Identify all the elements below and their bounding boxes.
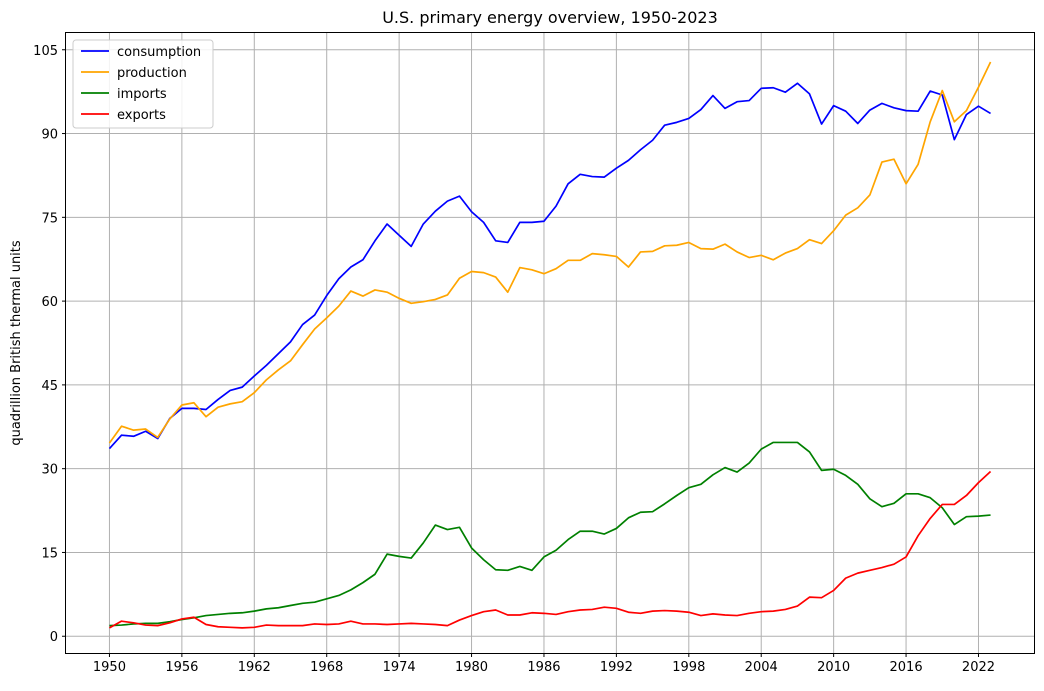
- x-axis: 1950 1956 1962 1968 1974 1980 1986 1992 1998 2004…: [93, 653, 995, 675]
- y-tick-label: 45: [41, 379, 58, 394]
- legend-label-exports: exports: [117, 108, 166, 123]
- x-tick-label: 2016: [890, 660, 923, 675]
- legend: consumption production imports exports: [72, 39, 214, 129]
- legend-box: [72, 39, 214, 129]
- legend-label-production: production: [117, 66, 187, 81]
- x-tick-label: 1968: [310, 660, 343, 675]
- series-lines: [108, 61, 992, 629]
- y-tick-label: 105: [33, 44, 58, 59]
- y-tick-label: 60: [41, 295, 58, 310]
- series-line-production: [108, 61, 992, 444]
- y-tick-label: 15: [41, 546, 58, 561]
- x-tick-label: 2004: [745, 660, 778, 675]
- series-line-consumption: [108, 82, 991, 450]
- x-tick-label: 2022: [962, 660, 995, 675]
- x-tick-label: 1974: [383, 660, 416, 675]
- x-tick-label: 1962: [238, 660, 271, 675]
- plot-frame: [65, 32, 1035, 654]
- chart-title: U.S. primary energy overview, 1950-2023: [382, 8, 718, 27]
- legend-label-consumption: consumption: [117, 45, 201, 60]
- x-tick-label: 1956: [165, 660, 198, 675]
- legend-label-imports: imports: [117, 87, 167, 102]
- y-axis: 0 15 30 45 60 75 90 105: [33, 44, 66, 645]
- x-tick-label: 1986: [527, 660, 560, 675]
- y-tick-label: 75: [41, 211, 58, 226]
- series-line-imports: [109, 441, 991, 627]
- y-axis-label: quadrillion British thermal units: [9, 240, 24, 446]
- x-tick-label: 1950: [93, 660, 126, 675]
- x-tick-label: 1992: [600, 660, 633, 675]
- y-tick-label: 0: [50, 630, 58, 645]
- y-tick-label: 90: [41, 128, 58, 143]
- series-line-exports: [109, 470, 992, 629]
- x-tick-label: 1980: [455, 660, 488, 675]
- x-tick-label: 2010: [817, 660, 850, 675]
- x-tick-label: 1998: [672, 660, 705, 675]
- y-tick-label: 30: [41, 463, 58, 478]
- grid: [66, 33, 1034, 653]
